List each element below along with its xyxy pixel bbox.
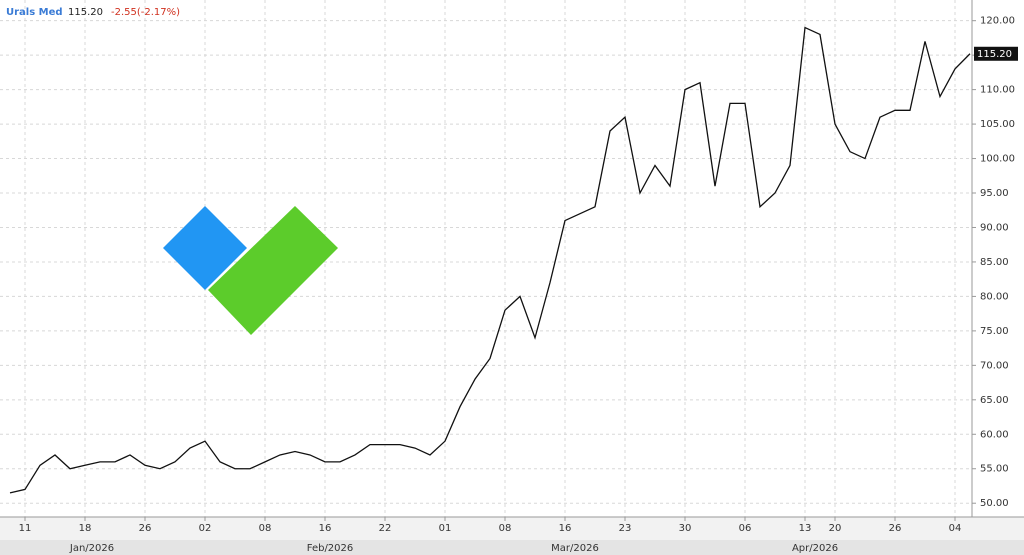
x-tick-label: 26: [889, 523, 902, 534]
x-tick-label: 18: [79, 523, 92, 534]
x-tick-label: 20: [829, 523, 842, 534]
logo-blue: [163, 206, 247, 290]
y-tick-label: 60.00: [980, 429, 1009, 440]
y-tick-label: 70.00: [980, 360, 1009, 371]
x-tick-label: 30: [679, 523, 692, 534]
x-tick-label: 01: [439, 523, 452, 534]
price: 115.20: [68, 7, 103, 18]
x-tick-label: 16: [559, 523, 572, 534]
y-tick-label: 65.00: [980, 395, 1009, 406]
x-tick-label: 08: [259, 523, 272, 534]
x-tick-label: 06: [739, 523, 752, 534]
y-tick-label: 55.00: [980, 464, 1009, 475]
last-value-box: [974, 46, 1018, 61]
change: -2.55(-2.17%): [111, 7, 180, 18]
price-line: [9, 26, 971, 494]
month-label: Mar/2026: [551, 543, 599, 554]
x-tick-label: 04: [949, 523, 962, 534]
y-tick-label: 95.00: [980, 188, 1009, 199]
y-tick-label: 120.00: [980, 16, 1015, 27]
y-tick-label: 105.00: [980, 119, 1015, 130]
y-tick-label: 90.00: [980, 222, 1009, 233]
x-tick-label: 26: [139, 523, 152, 534]
x-tick-label: 08: [499, 523, 512, 534]
x-tick-label: 02: [199, 523, 212, 534]
symbol: Urals Med: [6, 7, 63, 18]
month-label: Jan/2026: [69, 543, 114, 554]
y-tick-label: 85.00: [980, 257, 1009, 268]
x-tick-label: 23: [619, 523, 632, 534]
y-tick-label: 75.00: [980, 326, 1009, 337]
y-tick-label: 50.00: [980, 498, 1009, 509]
last-value-label: 115.20: [977, 49, 1012, 60]
month-label: Feb/2026: [307, 543, 354, 554]
x-tick-label: 22: [379, 523, 392, 534]
logo-green: [208, 206, 338, 335]
y-tick-label: 100.00: [980, 154, 1015, 165]
month-band: [0, 540, 1024, 555]
month-label: Apr/2026: [792, 543, 838, 554]
x-tick-label: 13: [799, 523, 812, 534]
x-tick-label: 16: [319, 523, 332, 534]
y-tick-label: 110.00: [980, 85, 1015, 96]
x-tick-label: 11: [19, 523, 32, 534]
y-tick-label: 80.00: [980, 291, 1009, 302]
